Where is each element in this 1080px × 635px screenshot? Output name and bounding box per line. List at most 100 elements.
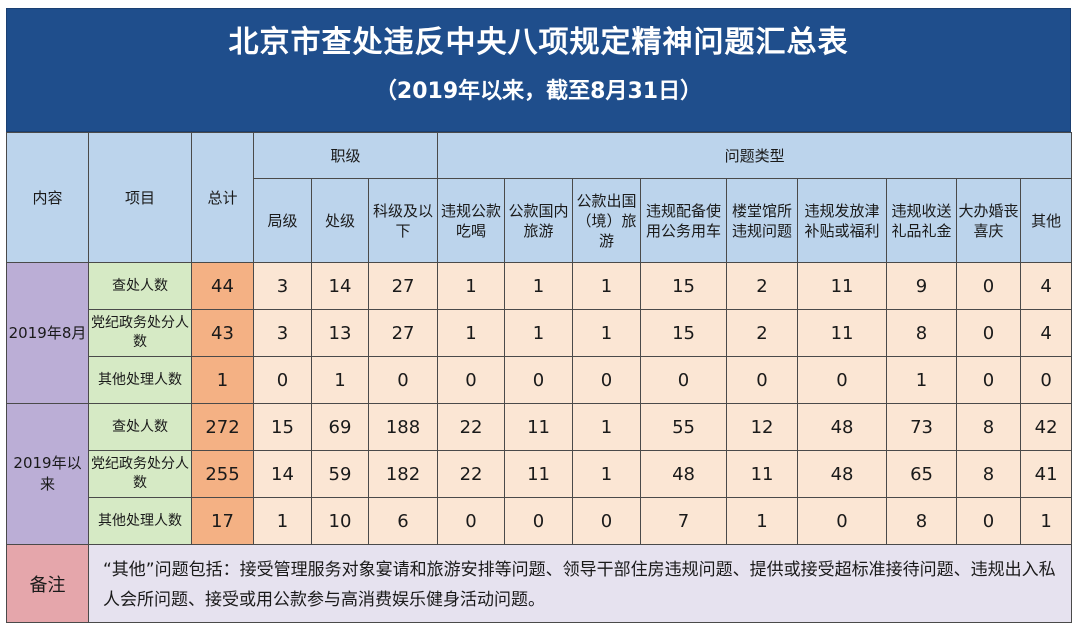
row-value: 1: [572, 309, 642, 357]
row-value: 7: [640, 497, 728, 545]
row-value: 1: [572, 403, 642, 451]
row-value: 0: [797, 497, 888, 545]
row-total: 1: [191, 356, 254, 404]
row-value: 11: [504, 403, 574, 451]
row-value: 14: [253, 450, 312, 498]
row-value: 55: [640, 403, 728, 451]
row-value: 1: [726, 497, 799, 545]
row-value: 1: [572, 450, 642, 498]
row-item-label: 查处人数: [88, 262, 192, 310]
row-value: 0: [956, 262, 1022, 310]
row-value: 11: [797, 262, 888, 310]
row-value: 0: [437, 356, 506, 404]
row-value: 11: [726, 450, 799, 498]
row-value: 8: [956, 403, 1022, 451]
row-value: 8: [886, 309, 958, 357]
row-item-label: 党纪政务处分人数: [88, 450, 192, 498]
row-total: 17: [191, 497, 254, 545]
row-value: 0: [797, 356, 888, 404]
row-value: 8: [886, 497, 958, 545]
row-value: 2: [726, 262, 799, 310]
row-value: 6: [367, 497, 439, 545]
row-value: 15: [640, 309, 728, 357]
row-value: 22: [437, 403, 506, 451]
row-value: 27: [367, 262, 439, 310]
row-value: 0: [572, 497, 642, 545]
row-value: 0: [253, 356, 312, 404]
row-value: 0: [504, 356, 574, 404]
row-value: 11: [504, 450, 574, 498]
row-value: 2: [726, 309, 799, 357]
row-value: 11: [797, 309, 888, 357]
row-value: 48: [640, 450, 728, 498]
table-title: 北京市查处违反中央八项规定精神问题汇总表: [228, 25, 849, 60]
row-value: 1: [1020, 497, 1073, 545]
row-value: 1: [504, 262, 574, 310]
row-value: 65: [886, 450, 958, 498]
row-item-label: 党纪政务处分人数: [88, 309, 192, 357]
header-type-col: 违规发放津补贴或福利: [797, 178, 888, 263]
row-value: 48: [797, 403, 888, 451]
row-item-label: 其他处理人数: [88, 497, 192, 545]
row-value: 1: [437, 309, 506, 357]
row-value: 0: [956, 497, 1022, 545]
header-item: 项目: [88, 132, 192, 263]
row-value: 8: [956, 450, 1022, 498]
header-rank-group: 职级: [252, 132, 439, 179]
row-value: 15: [253, 403, 312, 451]
row-item-label: 查处人数: [88, 403, 192, 451]
header-type-col: 公款出国（境）旅游: [572, 178, 642, 263]
header-rank-col: 科级及以下: [367, 178, 439, 263]
row-total: 44: [191, 262, 254, 310]
note-text: “其他”问题包括：接受管理服务对象宴请和旅游安排等问题、领导干部住房违规问题、提…: [87, 544, 1073, 623]
row-value: 27: [367, 309, 439, 357]
row-value: 1: [886, 356, 958, 404]
row-value: 1: [253, 497, 312, 545]
row-value: 0: [956, 309, 1022, 357]
group-label: 2019年以来: [6, 403, 89, 545]
row-value: 41: [1020, 450, 1073, 498]
row-value: 4: [1020, 309, 1073, 357]
row-total: 255: [191, 450, 254, 498]
note-label: 备注: [6, 544, 89, 623]
header-type-col: 违规收送礼品礼金: [886, 178, 958, 263]
table-subtitle: （2019年以来，截至8月31日）: [374, 79, 703, 104]
header-type-col: 其他: [1020, 178, 1073, 263]
header-type-col: 违规公款吃喝: [437, 178, 506, 263]
header-rank-col: 局级: [253, 178, 312, 263]
row-value: 182: [367, 450, 439, 498]
header-content: 内容: [6, 132, 89, 263]
header-type-col: 楼堂馆所违规问题: [726, 178, 799, 263]
row-value: 1: [504, 309, 574, 357]
header-total: 总计: [191, 132, 254, 263]
row-value: 3: [253, 309, 312, 357]
row-value: 59: [311, 450, 369, 498]
header-type-col: 大办婚丧喜庆: [956, 178, 1022, 263]
header-type-group: 问题类型: [437, 132, 1073, 179]
group-label: 2019年8月: [6, 262, 89, 404]
row-value: 1: [437, 262, 506, 310]
summary-table-container: 北京市查处违反中央八项规定精神问题汇总表 （2019年以来，截至8月31日） 内…: [6, 8, 1073, 623]
row-value: 0: [437, 497, 506, 545]
header-type-col: 公款国内旅游: [504, 178, 574, 263]
row-value: 0: [640, 356, 728, 404]
row-total: 272: [191, 403, 254, 451]
summary-table: 内容 项目 总计 职级 问题类型 局级 处级 科级及以下 违规公款吃喝 公款国内旅游 公款…: [6, 132, 1073, 623]
row-value: 14: [311, 262, 369, 310]
row-value: 1: [572, 262, 642, 310]
row-value: 0: [1020, 356, 1073, 404]
row-value: 0: [572, 356, 642, 404]
row-value: 48: [797, 450, 888, 498]
row-value: 1: [311, 356, 369, 404]
row-value: 10: [311, 497, 369, 545]
row-value: 42: [1020, 403, 1073, 451]
row-value: 3: [253, 262, 312, 310]
row-item-label: 其他处理人数: [88, 356, 192, 404]
row-value: 0: [726, 356, 799, 404]
row-value: 73: [886, 403, 958, 451]
row-value: 9: [886, 262, 958, 310]
row-value: 0: [504, 497, 574, 545]
row-value: 4: [1020, 262, 1073, 310]
row-total: 43: [191, 309, 254, 357]
row-value: 188: [367, 403, 439, 451]
